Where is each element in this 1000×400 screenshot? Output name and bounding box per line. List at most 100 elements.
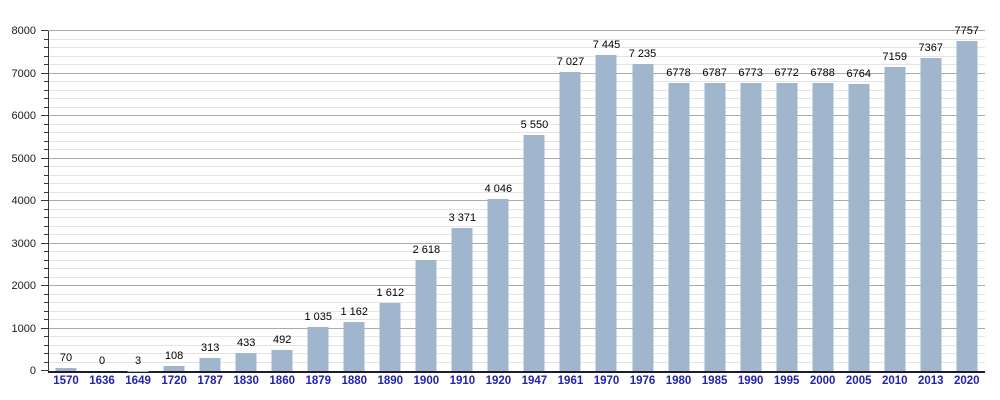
x-tick-label: 2005 <box>845 375 872 387</box>
x-tick-label: 1947 <box>521 375 548 387</box>
bar-value-label: 4 046 <box>484 183 513 196</box>
x-tick-label: 1880 <box>341 375 368 387</box>
bar-value-label: 5 550 <box>520 119 549 132</box>
minor-gridline <box>48 208 985 210</box>
y-major-tick <box>41 30 48 31</box>
bar-slot: 6772 <box>769 31 805 371</box>
x-tick-label: 2000 <box>809 375 836 387</box>
x-tick-label: 1910 <box>449 375 476 387</box>
major-gridline <box>48 72 985 74</box>
y-major-tick <box>41 327 48 329</box>
bar-slot: 7159 <box>877 31 913 371</box>
x-tick-label: 1570 <box>53 375 79 387</box>
y-major-tick <box>41 157 48 159</box>
y-minor-tick <box>44 251 48 252</box>
x-axis-line <box>48 371 985 373</box>
y-minor-tick <box>44 38 48 40</box>
bar <box>704 82 726 371</box>
minor-gridline <box>48 140 985 142</box>
minor-gridline <box>48 234 985 235</box>
y-minor-tick <box>44 268 48 269</box>
bar-value-label: 7159 <box>882 50 907 63</box>
bar-value-label: 1 162 <box>340 305 369 318</box>
minor-gridline <box>48 259 985 261</box>
y-minor-tick <box>44 319 48 320</box>
bar <box>199 357 221 371</box>
bar <box>235 352 257 371</box>
y-axis-labels: 0 1000 2000 3000 4000 5000 6000 7000 8000 <box>0 26 38 377</box>
bar-value-label: 6787 <box>702 66 727 79</box>
minor-gridline <box>48 344 985 346</box>
y-minor-tick <box>44 140 48 142</box>
bar <box>812 82 834 371</box>
y-major-tick <box>41 285 48 286</box>
y-minor-tick <box>44 55 48 57</box>
x-tick-label: 1990 <box>737 375 764 387</box>
minor-gridline <box>48 106 985 108</box>
y-major-tick <box>41 200 48 201</box>
y-minor-tick <box>44 106 48 108</box>
y-major-tick <box>41 370 48 371</box>
bar-slot: 3 371 <box>444 31 480 371</box>
bar <box>956 41 978 371</box>
x-tick-label: 1920 <box>485 375 512 387</box>
bar-slot: 6788 <box>805 31 841 371</box>
bar-value-label: 7 027 <box>556 56 585 69</box>
y-tick-label: 2000 <box>11 280 36 292</box>
y-minor-tick <box>44 259 48 261</box>
y-tick-label: 1000 <box>11 322 36 335</box>
y-major-tick <box>41 115 48 116</box>
bar <box>740 83 762 371</box>
minor-gridline <box>48 89 985 91</box>
y-minor-tick <box>44 132 48 133</box>
minor-gridline <box>48 310 985 312</box>
bar-slot: 2 618 <box>408 31 444 371</box>
bar-slot: 7 235 <box>625 31 661 371</box>
y-tick-label: 0 <box>29 365 36 377</box>
y-major-tick <box>41 242 48 244</box>
y-minor-tick <box>44 191 48 193</box>
minor-gridline <box>48 47 985 48</box>
bar-slot: 5 550 <box>516 31 552 371</box>
bar-slot: 108 <box>156 31 192 371</box>
y-minor-tick <box>44 98 48 99</box>
bar <box>343 321 365 371</box>
bar-value-label: 7 445 <box>592 38 621 51</box>
minor-gridline <box>48 123 985 125</box>
bar <box>559 72 581 371</box>
bar-value-label: 492 <box>273 334 292 347</box>
minor-gridline <box>48 293 985 295</box>
x-tick-label: 1976 <box>629 375 656 387</box>
minor-gridline <box>48 166 985 167</box>
x-tick-label: 1985 <box>701 375 728 387</box>
minor-gridline <box>48 55 985 57</box>
y-minor-tick <box>44 89 48 91</box>
y-minor-tick <box>44 174 48 176</box>
bar-slot: 0 <box>84 31 120 371</box>
y-minor-tick <box>44 336 48 337</box>
x-tick-label: 2013 <box>917 375 944 387</box>
y-minor-tick <box>44 225 48 227</box>
x-tick-label: 1860 <box>269 375 295 387</box>
bar-value-label: 6778 <box>666 66 691 79</box>
major-gridline <box>48 242 985 244</box>
y-axis-line <box>48 31 49 371</box>
y-minor-tick <box>44 234 48 235</box>
bar <box>884 66 906 371</box>
bar <box>55 368 77 371</box>
x-tick-label: 1879 <box>305 375 332 387</box>
bar-value-label: 6772 <box>774 67 799 80</box>
y-minor-tick <box>44 310 48 312</box>
y-minor-tick <box>44 123 48 125</box>
bar <box>920 57 942 371</box>
bar-slot: 6787 <box>697 31 733 371</box>
x-tick-label: 1890 <box>377 375 404 387</box>
bar-value-label: 6788 <box>810 66 835 79</box>
minor-gridline <box>48 225 985 227</box>
y-tick-label: 3000 <box>11 237 36 250</box>
bar-slot: 492 <box>264 31 300 371</box>
major-gridline <box>48 285 985 286</box>
minor-gridline <box>48 174 985 176</box>
y-minor-tick <box>44 47 48 48</box>
